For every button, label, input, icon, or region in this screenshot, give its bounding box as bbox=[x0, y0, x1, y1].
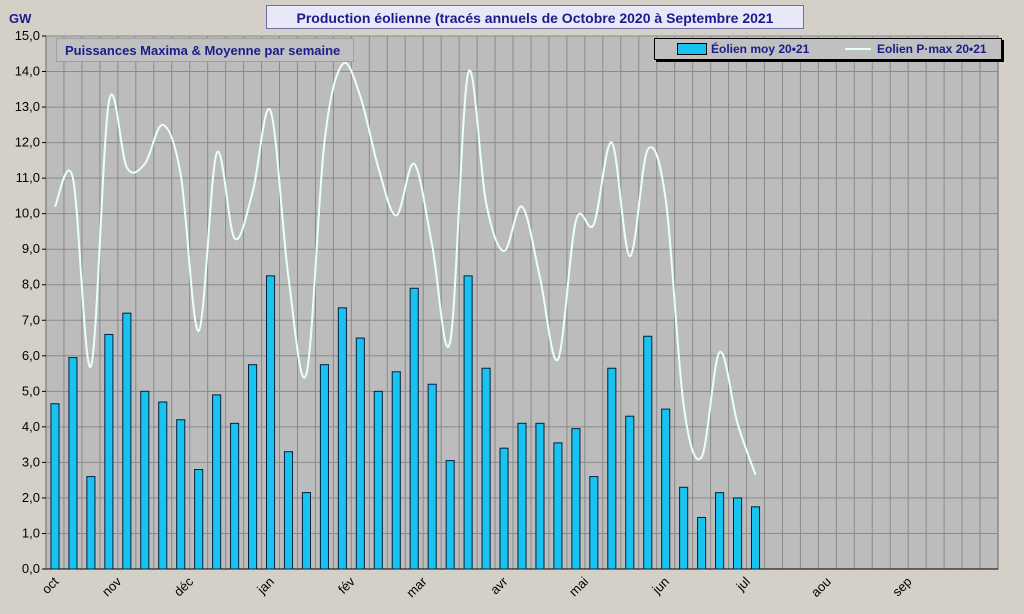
y-tick-label: 12,0 bbox=[15, 135, 40, 150]
y-tick-label: 10,0 bbox=[15, 206, 40, 221]
bar bbox=[265, 275, 276, 570]
bar bbox=[283, 451, 294, 570]
y-tick-label: 8,0 bbox=[22, 277, 40, 292]
bar bbox=[750, 506, 761, 570]
bar bbox=[140, 390, 150, 570]
bar bbox=[355, 337, 365, 570]
bar bbox=[661, 408, 671, 570]
bar bbox=[535, 422, 545, 570]
bar bbox=[427, 383, 437, 570]
x-month-label: jan bbox=[253, 574, 277, 598]
y-tick-label: 11,0 bbox=[16, 170, 40, 185]
bar bbox=[571, 428, 581, 570]
bar bbox=[86, 476, 96, 570]
bar bbox=[248, 364, 258, 570]
bar bbox=[553, 442, 563, 570]
bar bbox=[409, 287, 419, 570]
bar bbox=[50, 403, 60, 570]
bar bbox=[230, 422, 240, 570]
plot-area: 0,0 1,0 2,0 3,0 4,0 5,0 6,0 7,0 8,0 9,0 10,0 11,0 12… bbox=[15, 28, 999, 600]
y-tick-label: 7,0 bbox=[22, 312, 40, 327]
y-unit-label: GW bbox=[9, 11, 32, 26]
bar bbox=[301, 492, 311, 570]
y-tick-label: 4,0 bbox=[22, 419, 40, 434]
x-month-label: sep bbox=[889, 574, 914, 599]
x-month-label: jul bbox=[733, 574, 754, 595]
y-tick-label: 3,0 bbox=[22, 454, 40, 469]
x-month-label: nov bbox=[99, 574, 125, 600]
y-tick-label: 2,0 bbox=[22, 490, 40, 505]
chart-title: Production éolienne (tracés annuels de O… bbox=[266, 5, 804, 29]
x-month-label: mar bbox=[403, 573, 430, 600]
bar bbox=[391, 371, 401, 570]
y-tick-label: 14,0 bbox=[15, 64, 40, 79]
bar bbox=[517, 422, 527, 570]
pmax-line bbox=[54, 61, 757, 476]
bar bbox=[715, 492, 725, 570]
bar bbox=[373, 390, 383, 570]
bar bbox=[589, 476, 599, 570]
chart-subtitle: Puissances Maxima & Moyenne par semaine bbox=[56, 38, 354, 62]
bar bbox=[679, 486, 689, 570]
bar bbox=[319, 364, 329, 570]
y-tick-label: 13,0 bbox=[15, 99, 40, 114]
bar bbox=[68, 357, 78, 570]
bar bbox=[212, 394, 222, 570]
bar bbox=[158, 401, 168, 570]
y-tick-label: 0,0 bbox=[22, 561, 40, 576]
bar bbox=[625, 415, 635, 570]
bar bbox=[122, 312, 132, 570]
x-month-label: déc bbox=[171, 574, 197, 600]
y-tick-label: 6,0 bbox=[22, 348, 40, 363]
bar bbox=[176, 419, 186, 570]
bar bbox=[643, 335, 653, 570]
legend-line-label: Eolien P·max 20•21 bbox=[877, 42, 987, 56]
legend: Éolien moy 20•21 Eolien P·max 20•21 bbox=[654, 38, 1002, 60]
bar bbox=[607, 367, 617, 570]
legend-item-bar: Éolien moy 20•21 bbox=[677, 42, 809, 56]
x-month-label: oct bbox=[39, 574, 62, 597]
legend-line-swatch bbox=[845, 48, 871, 50]
bar bbox=[463, 275, 473, 570]
bar bbox=[337, 307, 347, 570]
x-month-label: fév bbox=[335, 574, 358, 597]
y-tick-label: 9,0 bbox=[22, 241, 40, 256]
bar bbox=[445, 460, 455, 570]
x-month-label: jun bbox=[649, 574, 673, 598]
y-tick-label: 1,0 bbox=[22, 525, 40, 540]
x-month-label: mai bbox=[566, 574, 591, 599]
legend-bar-swatch bbox=[677, 43, 707, 55]
legend-item-line: Eolien P·max 20•21 bbox=[845, 42, 987, 56]
bar bbox=[104, 333, 114, 570]
bar bbox=[733, 497, 743, 570]
legend-bar-label: Éolien moy 20•21 bbox=[711, 42, 810, 56]
bar bbox=[481, 367, 491, 570]
y-tick-label: 15,0 bbox=[15, 28, 40, 43]
bar bbox=[697, 516, 707, 570]
bar bbox=[499, 447, 509, 570]
y-tick-label: 5,0 bbox=[22, 383, 40, 398]
x-month-label: aou bbox=[808, 574, 834, 600]
bar bbox=[194, 469, 204, 570]
x-month-label: avr bbox=[487, 573, 511, 597]
